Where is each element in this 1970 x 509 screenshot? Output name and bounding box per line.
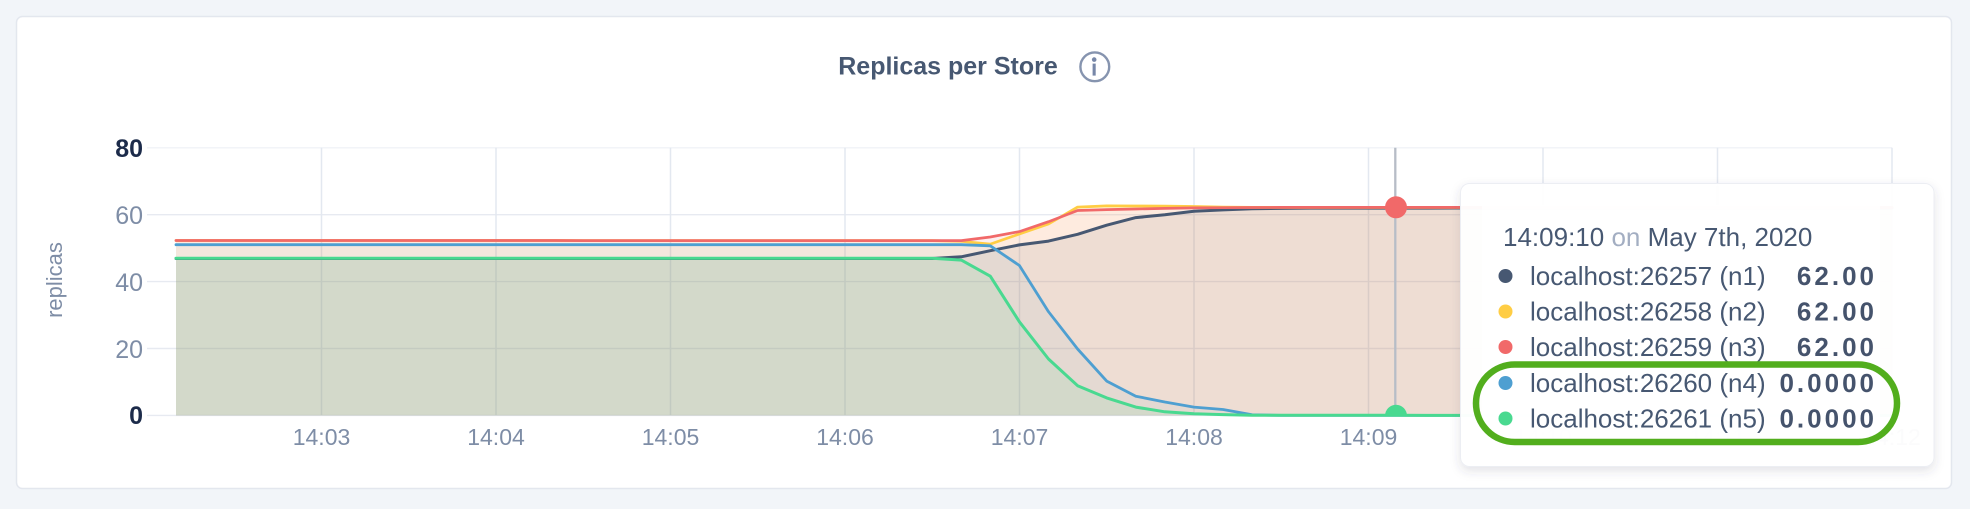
svg-text:14:07: 14:07 xyxy=(991,424,1049,450)
svg-text:40: 40 xyxy=(115,269,143,297)
svg-text:20: 20 xyxy=(115,336,143,364)
svg-text:0: 0 xyxy=(129,402,143,430)
svg-text:0.0000: 0.0000 xyxy=(1779,404,1877,434)
svg-text:localhost:26259 (n3): localhost:26259 (n3) xyxy=(1530,332,1766,362)
svg-text:localhost:26260 (n4): localhost:26260 (n4) xyxy=(1530,368,1766,398)
svg-text:80: 80 xyxy=(115,135,143,163)
svg-text:localhost:26258 (n2): localhost:26258 (n2) xyxy=(1530,297,1766,327)
svg-text:14:09:10 on May 7th, 2020: 14:09:10 on May 7th, 2020 xyxy=(1503,222,1812,252)
svg-text:14:05: 14:05 xyxy=(642,424,700,450)
svg-text:localhost:26257 (n1): localhost:26257 (n1) xyxy=(1530,261,1766,291)
svg-text:14:08: 14:08 xyxy=(1165,424,1223,450)
svg-text:14:03: 14:03 xyxy=(293,424,351,450)
svg-text:0.0000: 0.0000 xyxy=(1779,368,1877,398)
svg-text:14:06: 14:06 xyxy=(816,424,874,450)
svg-text:14:09: 14:09 xyxy=(1340,424,1398,450)
svg-text:Replicas per Store: Replicas per Store xyxy=(838,53,1058,81)
svg-text:62.00: 62.00 xyxy=(1797,261,1877,291)
svg-text:localhost:26261 (n5): localhost:26261 (n5) xyxy=(1530,404,1766,434)
svg-text:62.00: 62.00 xyxy=(1797,297,1877,327)
svg-text:62.00: 62.00 xyxy=(1797,332,1877,362)
svg-text:replicas: replicas xyxy=(42,242,67,318)
svg-text:60: 60 xyxy=(115,202,143,230)
svg-text:14:04: 14:04 xyxy=(467,424,525,450)
